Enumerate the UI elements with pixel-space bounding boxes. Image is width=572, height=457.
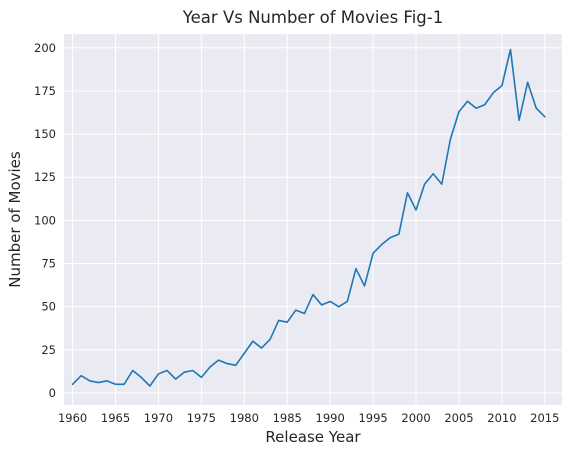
x-axis-title: Release Year	[265, 428, 361, 446]
y-tick-label-50: 50	[41, 300, 56, 314]
x-tick-label-1970: 1970	[144, 411, 173, 425]
x-tick-label-2005: 2005	[444, 411, 473, 425]
series-layer	[71, 48, 546, 387]
x-tick-label-1960: 1960	[58, 411, 87, 425]
y-tick-labels: 0 25 50 75 100 125 150 175 200	[34, 41, 56, 400]
y-axis-title: Number of Movies	[6, 151, 24, 288]
x-tick-label-1965: 1965	[101, 411, 130, 425]
x-tick-label-2000: 2000	[401, 411, 430, 425]
y-tick-label-75: 75	[41, 257, 56, 271]
x-tick-label-2015: 2015	[530, 411, 559, 425]
x-tick-label-1990: 1990	[316, 411, 345, 425]
y-tick-label-125: 125	[34, 170, 56, 184]
y-tick-label-200: 200	[34, 41, 56, 55]
x-tick-label-2010: 2010	[487, 411, 516, 425]
x-tick-labels: 1960 1965 1970 1975 1980 1985 1990 1995 2000 2005…	[58, 411, 560, 425]
y-tick-label-100: 100	[34, 213, 56, 227]
x-tick-label-1980: 1980	[230, 411, 259, 425]
horizontal-gridlines	[64, 47, 562, 394]
chart-title: Year Vs Number of Movies Fig-1	[182, 8, 443, 27]
y-tick-label-25: 25	[41, 343, 56, 357]
x-tick-label-1985: 1985	[273, 411, 302, 425]
vertical-gridlines	[72, 34, 546, 405]
y-tick-label-175: 175	[34, 84, 56, 98]
x-tick-label-1995: 1995	[358, 411, 387, 425]
plot-area	[64, 34, 562, 405]
x-tick-label-1975: 1975	[187, 411, 216, 425]
y-tick-label-150: 150	[34, 127, 56, 141]
y-tick-label-0: 0	[49, 386, 56, 400]
series-line-0	[71, 48, 546, 387]
